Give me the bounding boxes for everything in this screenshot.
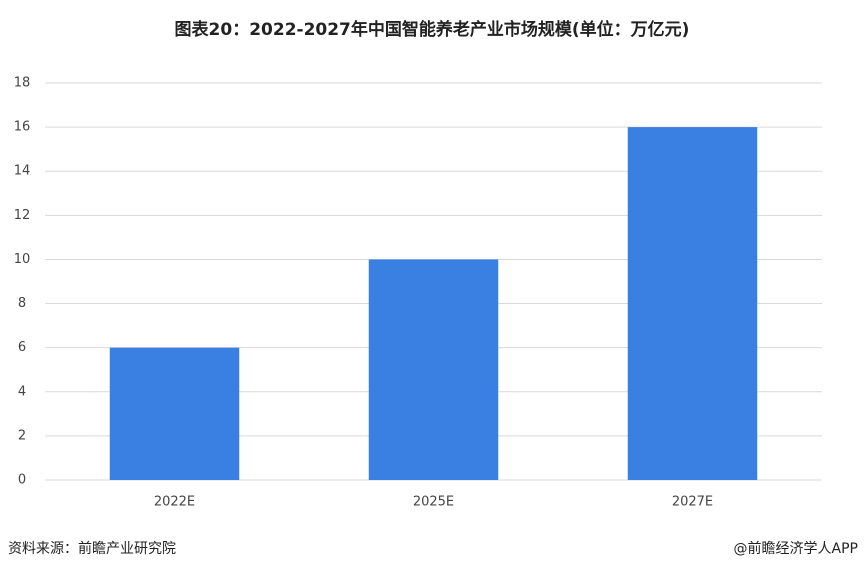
bar [368,259,499,480]
y-tick-label: 0 [18,473,26,488]
y-tick-label: 4 [18,384,26,399]
y-tick-label: 18 [14,76,31,91]
y-tick-label: 2 [18,428,26,443]
y-tick-label: 12 [14,208,31,223]
y-tick-label: 14 [14,164,31,179]
y-tick-label: 8 [18,296,26,311]
chart-title: 图表20：2022-2027年中国智能养老产业市场规模(单位：万亿元) [175,19,690,40]
bar [627,127,758,480]
bar [109,347,240,480]
x-tick-label: 2025E [413,495,454,510]
credit: @前瞻经济学人APP [734,540,858,557]
x-tick-label: 2027E [672,495,713,510]
source-note: 资料来源：前瞻产业研究院 [8,540,176,557]
y-tick-label: 16 [14,120,31,135]
x-tick-label: 2022E [154,495,195,510]
y-tick-label: 6 [18,340,26,355]
y-tick-label: 10 [14,252,31,267]
